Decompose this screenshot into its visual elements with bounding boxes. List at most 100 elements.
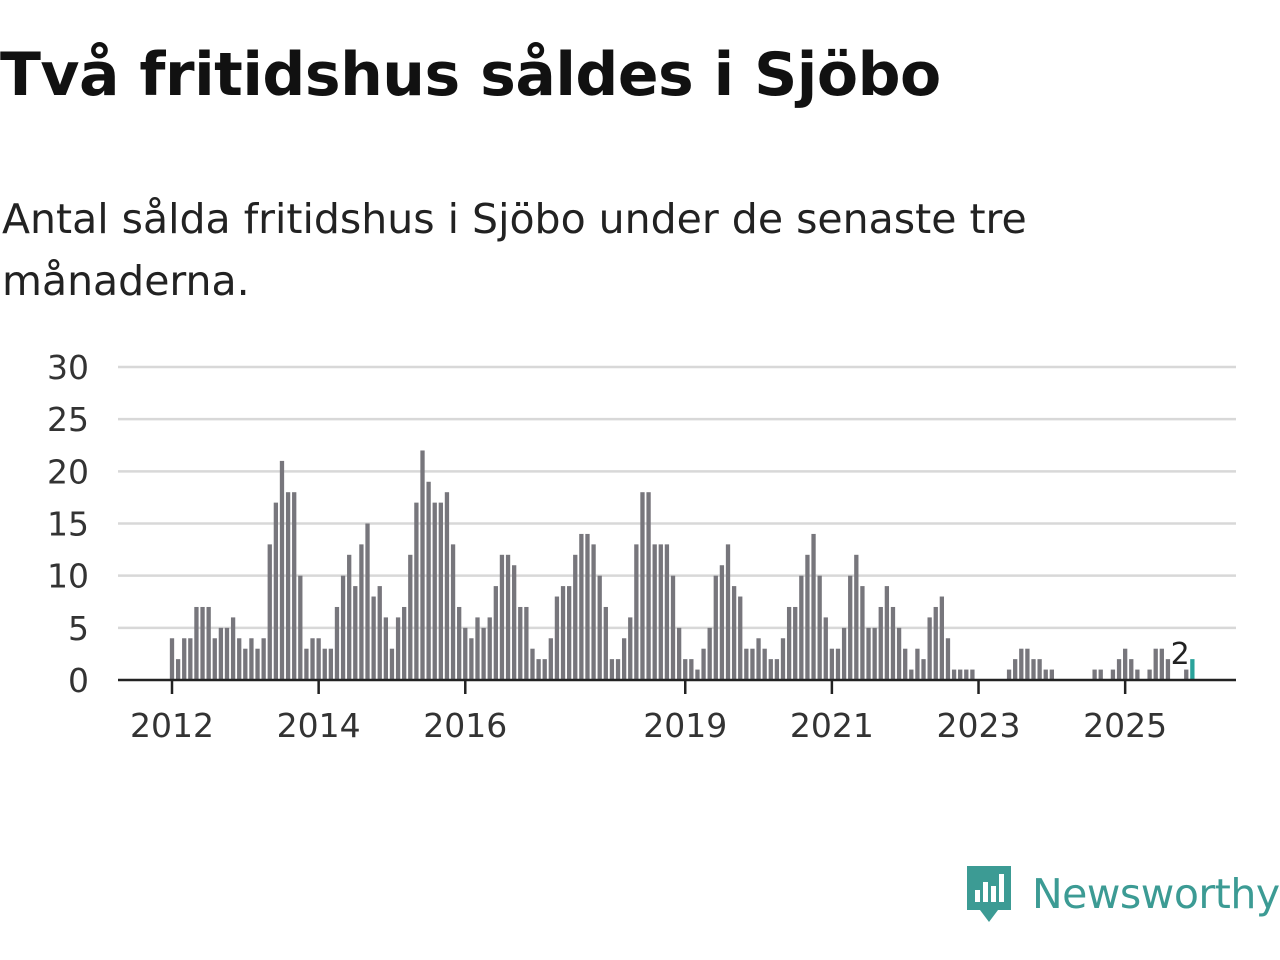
bar-101 <box>786 606 792 680</box>
bar-20 <box>292 492 297 680</box>
x-tick-label-2021: 2021 <box>790 706 874 745</box>
bar-58 <box>524 606 529 680</box>
bar-57 <box>518 606 523 680</box>
bar-22 <box>304 648 309 680</box>
bar-47 <box>457 606 462 680</box>
bar-121 <box>909 669 914 680</box>
bar-137 <box>1006 669 1012 680</box>
bar-120 <box>903 648 908 680</box>
y-tick-label-25: 25 <box>47 400 89 439</box>
bar-70 <box>597 575 602 680</box>
bar-43 <box>432 502 437 680</box>
bar-158 <box>1135 669 1140 680</box>
bar-33 <box>371 596 376 680</box>
brand-name: Newsworthy <box>1032 870 1280 918</box>
bars <box>169 450 1195 680</box>
bar-2 <box>182 638 187 680</box>
bar-61 <box>542 659 547 680</box>
bar-86 <box>695 669 700 680</box>
bar-113 <box>860 586 865 680</box>
y-tick-label-5: 5 <box>68 609 89 648</box>
bar-42 <box>426 481 431 680</box>
bar-143 <box>1043 669 1048 680</box>
bar-41 <box>420 450 425 680</box>
bar-84 <box>683 659 688 680</box>
bar-156 <box>1123 648 1128 680</box>
bar-109 <box>835 648 841 680</box>
bar-1 <box>175 659 181 680</box>
bar-50 <box>475 617 480 680</box>
bar-75 <box>628 617 633 680</box>
bar-10 <box>230 617 236 680</box>
bar-98 <box>768 659 773 680</box>
annotation-label: 2 <box>1171 637 1190 672</box>
x-tick-label-2023: 2023 <box>937 706 1021 745</box>
bar-65 <box>567 586 572 680</box>
bar-166 <box>1184 669 1189 680</box>
x-axis-labels: 2012 2014 2016 2019 2021 2023 2025 <box>130 706 1167 745</box>
bar-100 <box>780 638 786 680</box>
bar-115 <box>872 627 877 680</box>
bar-90 <box>719 565 725 680</box>
bar-154 <box>1110 669 1116 680</box>
x-tick-label-2012: 2012 <box>130 706 214 745</box>
bar-60 <box>536 659 541 680</box>
y-tick-label-15: 15 <box>47 505 89 544</box>
y-tick-label-20: 20 <box>47 452 89 491</box>
bar-44 <box>438 502 443 680</box>
bar-12 <box>243 648 248 680</box>
bar-67 <box>579 533 584 680</box>
bar-74 <box>621 638 627 680</box>
bar-91 <box>725 544 731 680</box>
bar-116 <box>878 606 883 680</box>
bar-96 <box>756 638 761 680</box>
bar-64 <box>560 586 566 680</box>
bar-93 <box>738 596 743 680</box>
bar-152 <box>1098 669 1103 680</box>
bar-36 <box>389 648 395 680</box>
bar-68 <box>585 533 590 680</box>
bar-128 <box>951 669 957 680</box>
bar-8 <box>218 627 224 680</box>
bar-167 <box>1190 659 1195 680</box>
bar-56 <box>512 565 517 680</box>
bar-97 <box>762 648 767 680</box>
chart-title: Två fritidshus såldes i Sjöbo <box>0 40 941 110</box>
bar-123 <box>921 659 926 680</box>
bar-4 <box>194 606 199 680</box>
bar-7 <box>212 638 217 680</box>
bar-80 <box>658 544 663 680</box>
bar-82 <box>670 575 676 680</box>
x-tick-label-2014: 2014 <box>277 706 361 745</box>
bar-54 <box>499 554 505 680</box>
y-tick-label-10: 10 <box>47 557 89 596</box>
bar-89 <box>713 575 718 680</box>
bar-157 <box>1129 659 1134 680</box>
bar-62 <box>548 638 553 680</box>
bar-49 <box>469 638 474 680</box>
bar-140 <box>1025 648 1030 680</box>
bar-131 <box>970 669 975 680</box>
bar-79 <box>652 544 657 680</box>
bar-40 <box>414 502 419 680</box>
bar-26 <box>328 648 334 680</box>
bar-108 <box>829 648 835 680</box>
bar-103 <box>799 575 804 680</box>
bar-6 <box>206 606 211 680</box>
bar-38 <box>402 606 407 680</box>
bar-29 <box>347 554 352 680</box>
bar-55 <box>505 554 511 680</box>
bar-111 <box>848 575 853 680</box>
bar-155 <box>1116 659 1122 680</box>
newsworthy-logo-icon <box>967 866 1011 922</box>
bar-142 <box>1037 659 1042 680</box>
bar-15 <box>261 638 266 680</box>
bar-25 <box>322 648 327 680</box>
bar-139 <box>1019 648 1024 680</box>
bar-118 <box>890 606 896 680</box>
bar-87 <box>701 648 706 680</box>
bar-129 <box>958 669 963 680</box>
bar-126 <box>939 596 945 680</box>
bar-105 <box>811 533 816 680</box>
